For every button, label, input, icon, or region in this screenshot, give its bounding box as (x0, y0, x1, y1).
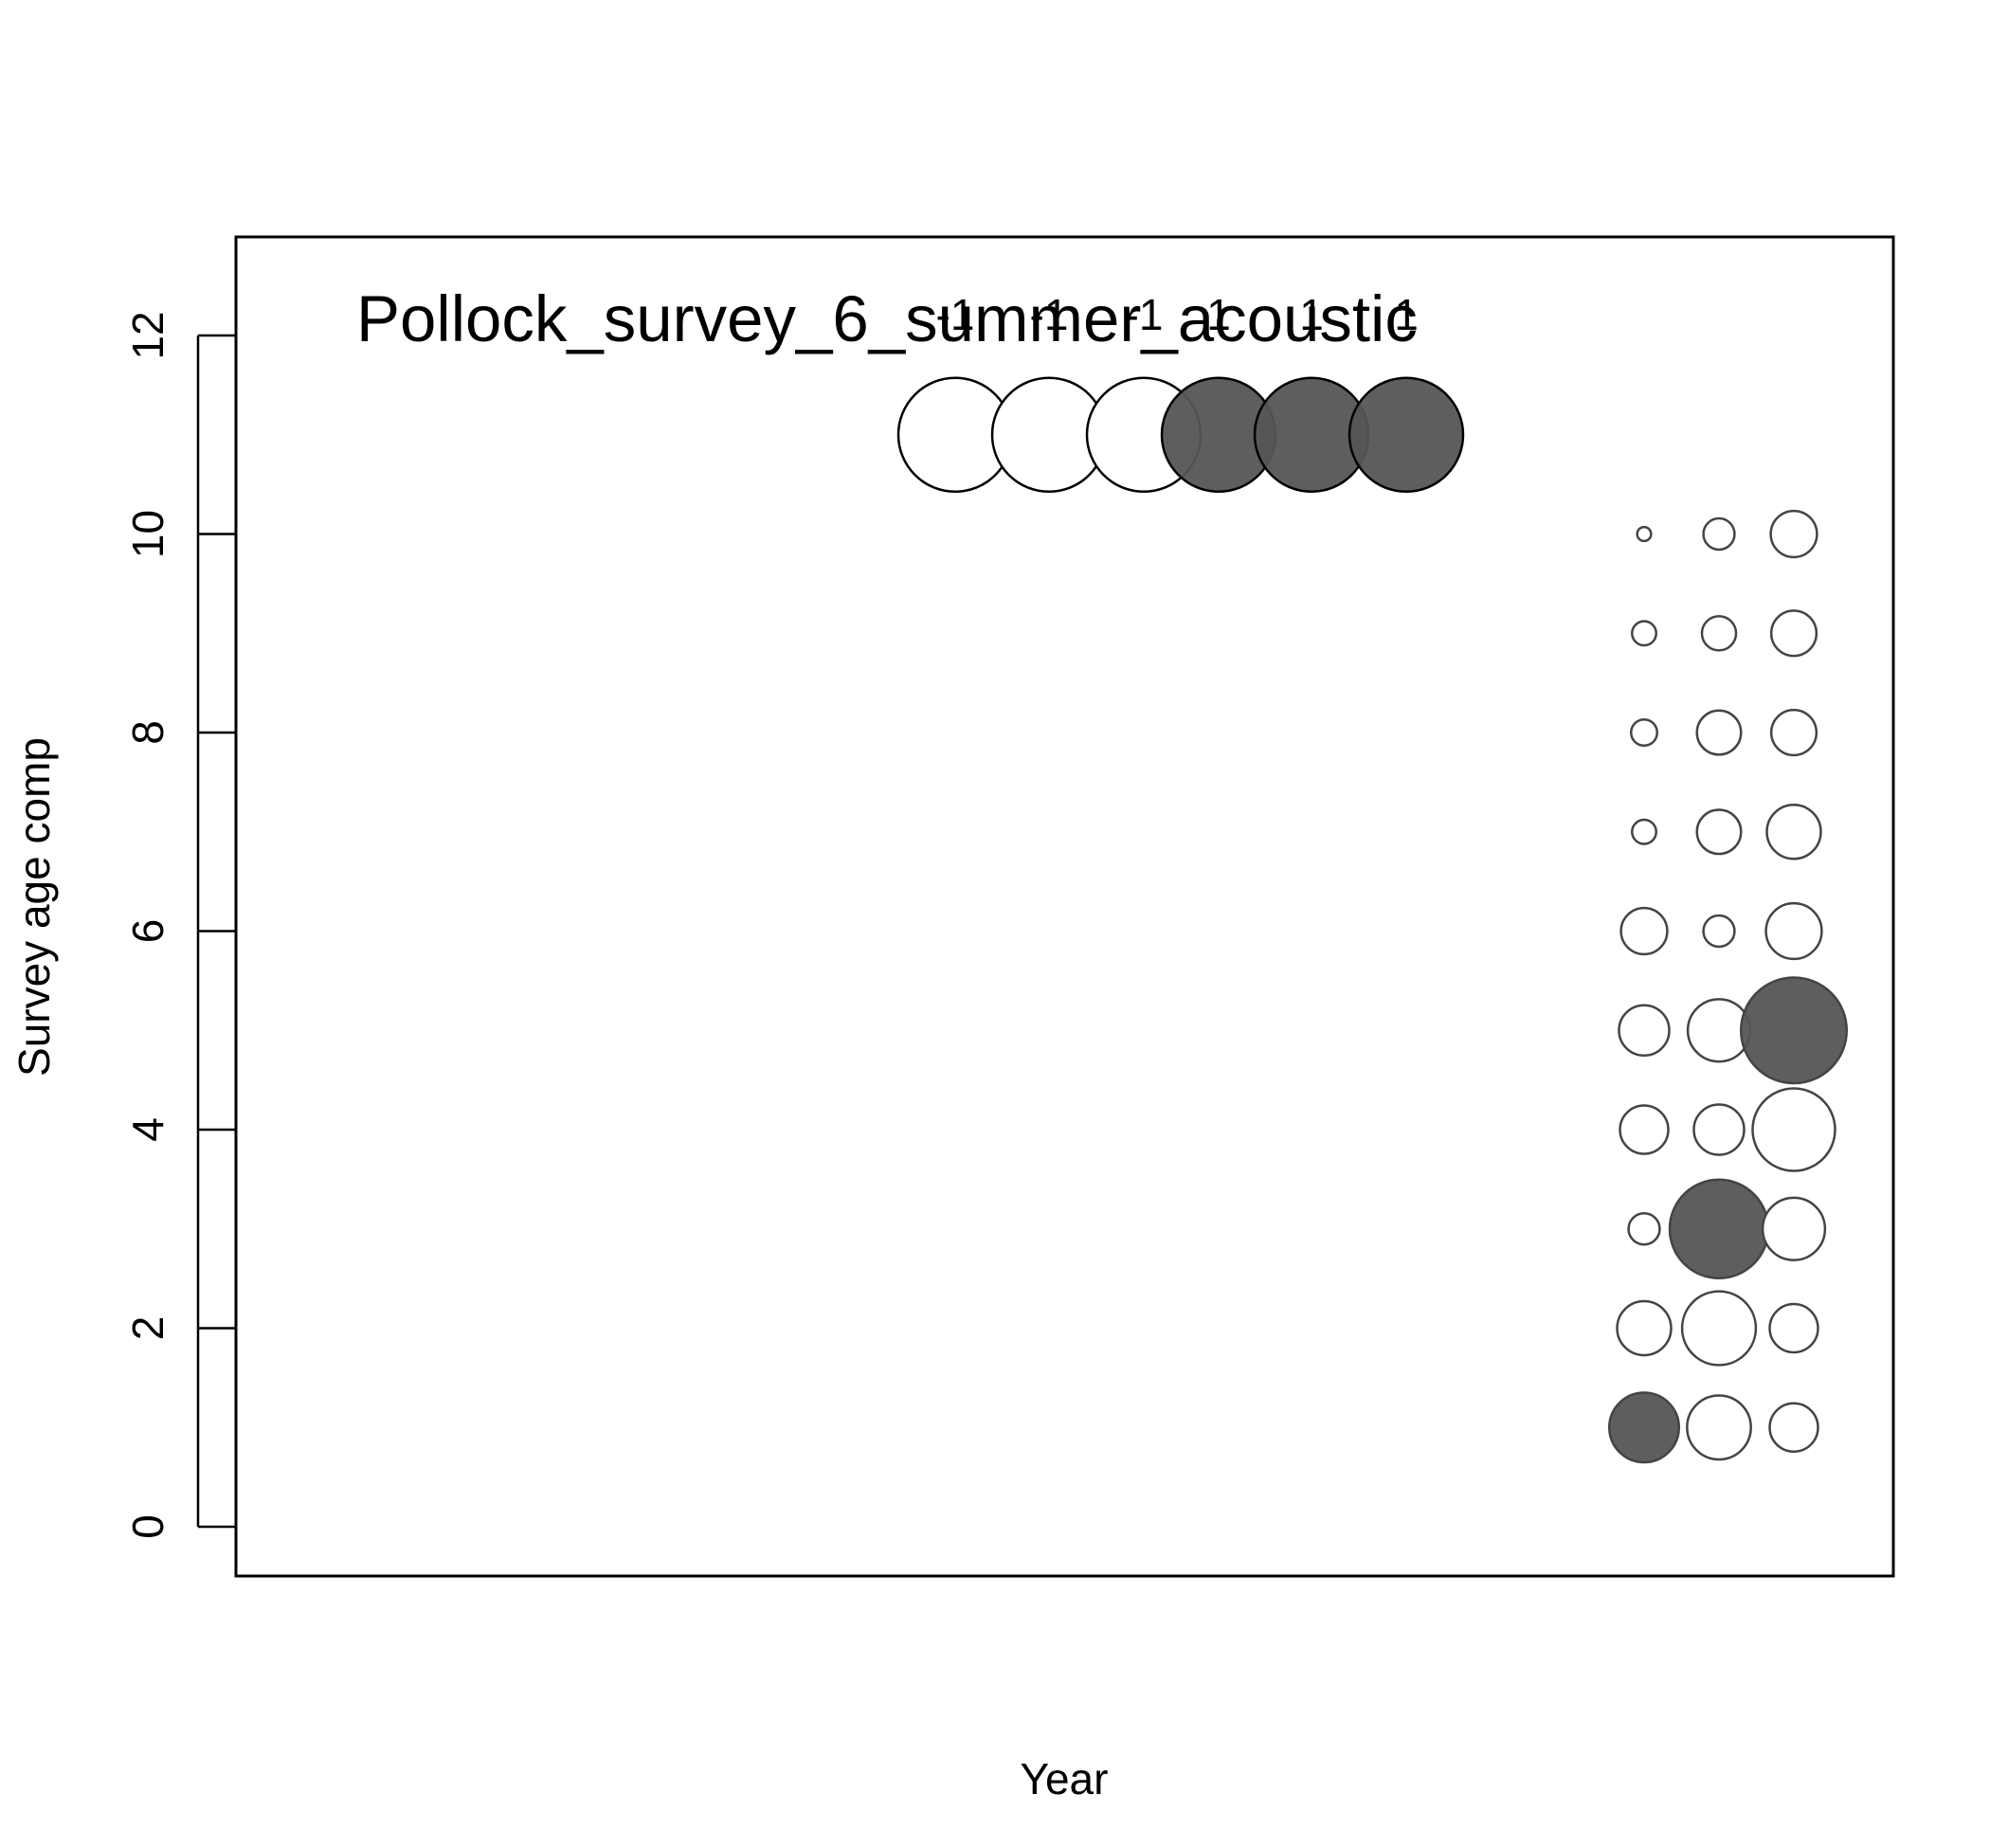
data-bubble (1629, 717, 1659, 748)
data-bubble (1769, 708, 1818, 757)
data-bubble (1668, 1178, 1770, 1279)
bubble-layer (1607, 509, 1849, 1464)
data-bubble (1627, 1212, 1661, 1246)
data-bubble (1739, 976, 1849, 1085)
data-bubble (1700, 614, 1738, 652)
plot-frame (234, 235, 1895, 1578)
data-bubble (1702, 516, 1736, 552)
data-bubble (1680, 1290, 1758, 1367)
legend-label: -1 (1030, 290, 1069, 339)
data-bubble (1636, 525, 1653, 543)
data-bubble (1619, 906, 1669, 956)
y-tick-label: 12 (123, 311, 172, 359)
legend-label-layer: -1 -1 -1 1 1 1 (936, 290, 1419, 339)
legend-bubble (1348, 376, 1465, 493)
y-axis-label: Survey age comp (9, 737, 59, 1077)
data-bubble (1686, 1394, 1752, 1461)
chart-title: Pollock_survey_6_summer_acoustic (356, 282, 1418, 355)
data-bubble (1765, 804, 1822, 861)
data-bubble (1618, 1004, 1671, 1058)
data-bubble (1695, 808, 1743, 856)
legend-bubble-layer (896, 376, 1465, 493)
legend-label: -1 (1125, 290, 1164, 339)
legend-label: 1 (1299, 290, 1324, 339)
data-bubble (1751, 1087, 1836, 1172)
y-tick-label: 0 (123, 1514, 172, 1539)
data-bubble (1768, 1302, 1819, 1354)
y-tick-label: 10 (123, 510, 172, 558)
data-bubble (1764, 901, 1823, 961)
legend-label: 1 (1206, 290, 1231, 339)
data-bubble (1692, 1103, 1746, 1156)
y-tick-label: 6 (123, 919, 172, 944)
data-bubble (1769, 509, 1818, 559)
data-bubble (1695, 709, 1743, 756)
data-bubble (1631, 818, 1657, 845)
data-bubble (1702, 914, 1736, 949)
legend-label: -1 (936, 290, 975, 339)
y-tick-label: 8 (123, 720, 172, 745)
data-bubble (1769, 609, 1818, 658)
data-bubble (1768, 1402, 1819, 1453)
data-bubble (1619, 1104, 1670, 1155)
x-axis-label: Year (1021, 1754, 1109, 1803)
y-axis: 0 2 4 6 8 10 12 (123, 311, 236, 1539)
y-tick-label: 4 (123, 1117, 172, 1142)
data-bubble (1616, 1299, 1673, 1357)
data-bubble (1631, 620, 1657, 647)
y-tick-label: 2 (123, 1316, 172, 1341)
legend-label: 1 (1394, 290, 1419, 339)
data-bubble (1761, 1196, 1827, 1261)
data-bubble (1607, 1391, 1681, 1464)
